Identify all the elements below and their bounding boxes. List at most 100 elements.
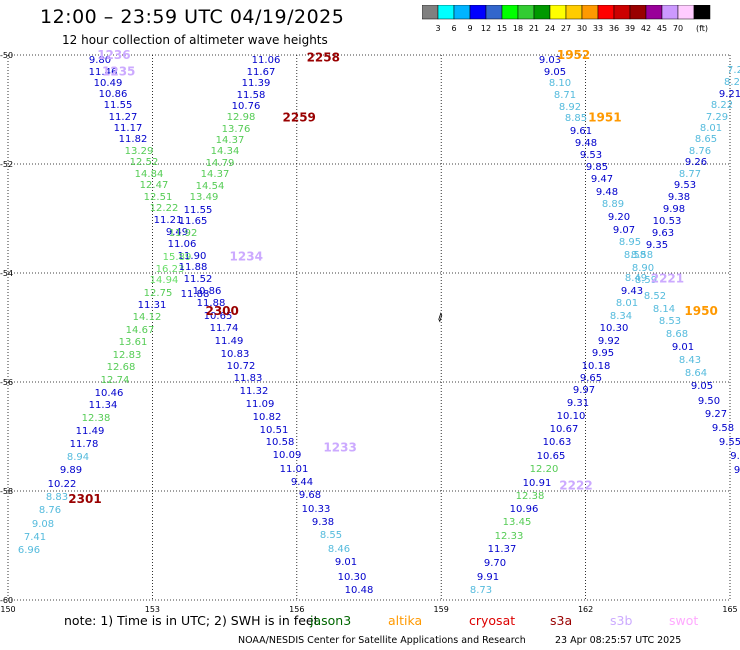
- x-tick-label: 162: [578, 605, 593, 612]
- pass-time-label: 1235: [102, 64, 135, 78]
- satellite-legend-swot: swot: [669, 613, 699, 628]
- satellite-legend-jason3: jason3: [310, 613, 352, 628]
- swh-value-label: 11.17: [114, 123, 143, 134]
- swh-value-label: 11.31: [138, 300, 167, 311]
- swh-value-label: 11.55: [104, 100, 133, 111]
- swh-value-label: 12.83: [113, 350, 142, 361]
- colorbar-swatch: [693, 5, 711, 20]
- swh-value-label: 10.91: [523, 478, 552, 489]
- swh-value-label: 12.68: [107, 362, 136, 373]
- swh-value-label: 9.89: [60, 465, 82, 476]
- wave-height-colorbar: 3 6 9 12 15 18 21 24 27 30 33 36 39 42 45 70 (ft): [422, 5, 711, 33]
- swh-value-label: 10.58: [266, 437, 295, 448]
- swh-value-label: 11.32: [240, 386, 269, 397]
- swh-value-label: 14.79: [206, 158, 235, 169]
- swh-value-label: 12.52: [130, 157, 159, 168]
- swh-value-label: 12.20: [530, 464, 559, 475]
- swh-value-label: 10.76: [232, 101, 261, 112]
- pass-time-label: 2259: [283, 111, 316, 125]
- pass-time-label: 2258: [307, 51, 340, 65]
- swh-value-label: 9.61: [570, 126, 592, 137]
- swh-value-label: 13.29: [125, 146, 154, 157]
- swh-value-label: 11.46: [89, 67, 118, 78]
- x-tick-label: 165: [722, 605, 737, 612]
- swh-value-label: 7.41: [24, 532, 46, 543]
- colorbar-tick-label: 9: [467, 24, 472, 33]
- swh-value-label: 8.53: [659, 316, 681, 327]
- swh-value-label: 10.46: [95, 388, 124, 399]
- swh-value-label: 9.91: [477, 572, 499, 583]
- pass-time-label: 2301: [68, 492, 101, 506]
- satellite-legend-altika: altika: [388, 613, 423, 628]
- swh-value-label: 13.61: [119, 337, 148, 348]
- swh-value-label: 10.09: [273, 450, 302, 461]
- swh-value-label: 14.84: [135, 169, 164, 180]
- island-outline: [438, 312, 443, 323]
- swh-value-label: 8.89: [602, 199, 624, 210]
- swh-value-label: 8.76: [689, 146, 711, 157]
- swh-value-label: 9.38: [668, 192, 690, 203]
- colorbar-tick-label: 27: [561, 24, 571, 33]
- satellite-legend-s3b: s3b: [610, 613, 633, 628]
- swh-value-label: 11.37: [488, 544, 517, 555]
- colorbar-tick-label: 24: [545, 24, 555, 33]
- colorbar-tick-label: 42: [641, 24, 651, 33]
- x-tick-label: 153: [145, 605, 160, 612]
- pass-time-label: 2300: [205, 304, 238, 318]
- swh-value-label: 9.35: [646, 240, 668, 251]
- swh-value-label: 9.43: [621, 286, 643, 297]
- swh-value-label: 9.97: [573, 385, 595, 396]
- swh-value-label: 12.98: [227, 112, 256, 123]
- x-tick-label: 150: [0, 605, 15, 612]
- swh-value-label: 8.14: [653, 304, 675, 315]
- swh-value-label: 11.49: [76, 426, 105, 437]
- swh-value-label: 10.30: [600, 323, 629, 334]
- swh-value-label: 9.21: [719, 89, 740, 100]
- swh-value-label: 8.94: [67, 452, 89, 463]
- swh-value-label: 13.76: [222, 124, 251, 135]
- swh-labels: 9.8011.4610.4910.8611.5511.2711.1711.821…: [18, 55, 740, 596]
- swh-value-label: 8.68: [666, 329, 688, 340]
- swh-value-label: 9.98: [663, 204, 685, 215]
- map-grid: [7, 54, 731, 601]
- swh-value-label: 12.51: [144, 192, 173, 203]
- pass-time-label: 1952: [557, 48, 590, 62]
- swh-value-label: 12.75: [144, 288, 173, 299]
- colorbar-tick-label: 6: [451, 24, 456, 33]
- swh-value-label: 9.58: [712, 423, 734, 434]
- swh-value-label: 12.74: [101, 375, 130, 386]
- swh-value-label: 8.85: [565, 113, 587, 124]
- swh-value-label: 14.34: [211, 146, 240, 157]
- swh-value-label: 11.09: [246, 399, 275, 410]
- swh-value-label: 14.37: [216, 135, 245, 146]
- swh-value-label: 10.67: [550, 424, 579, 435]
- satellite-legend-cryosat: cryosat: [469, 613, 516, 628]
- swh-value-label: 9.05: [544, 67, 566, 78]
- swh-value-label: 11.55: [184, 205, 213, 216]
- swh-value-label: 11.90: [178, 251, 207, 262]
- y-tick-label: -50: [0, 51, 13, 60]
- swh-value-label: 9.47: [591, 174, 613, 185]
- swh-value-label: 11.78: [70, 439, 99, 450]
- swh-value-label: 9.70: [484, 558, 506, 569]
- swh-value-label: 11.82: [119, 134, 148, 145]
- colorbar-tick-label: 39: [625, 24, 635, 33]
- swh-value-label: 8.77: [679, 169, 701, 180]
- x-tick-label: 159: [434, 605, 449, 612]
- swh-value-label: 9.38: [312, 517, 334, 528]
- swh-value-label: 9.80: [89, 55, 111, 66]
- y-tick-label: -56: [0, 378, 13, 387]
- swh-value-label: 8.46: [328, 544, 350, 555]
- swh-value-label: 8.55: [320, 530, 342, 541]
- swh-value-label: 14.12: [133, 312, 162, 323]
- swh-value-label: 9.55: [719, 437, 740, 448]
- pass-time-label: 2221: [651, 271, 684, 285]
- swh-value-label: 9.31: [567, 398, 589, 409]
- swh-value-label: 14.94: [150, 275, 179, 286]
- swh-value-label: 8.52: [644, 291, 666, 302]
- colorbar-tick-label: 70: [673, 24, 683, 33]
- pass-time-label: 1951: [588, 111, 621, 125]
- swh-value-label: 9.68: [299, 490, 321, 501]
- swh-value-label: 15.89: [163, 252, 192, 263]
- swh-value-label: 14.54: [196, 181, 225, 192]
